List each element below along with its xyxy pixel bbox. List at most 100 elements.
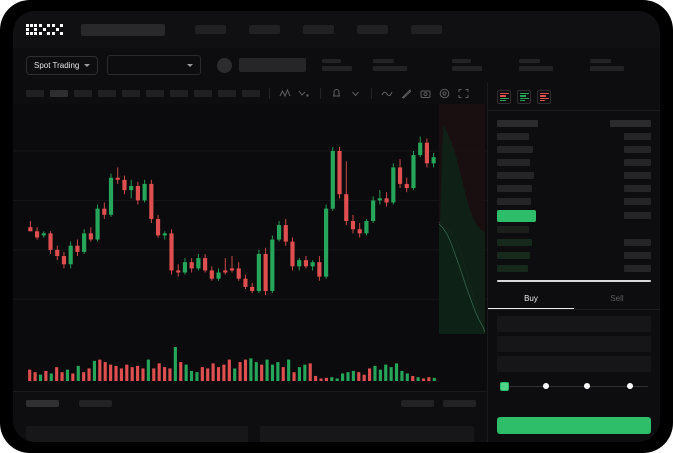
- bottom-actions: [401, 400, 476, 407]
- slider-handle[interactable]: [500, 381, 509, 391]
- bid-amount: [624, 239, 651, 246]
- orderbook-bid-row[interactable]: [497, 262, 651, 275]
- timeframe-button[interactable]: [218, 89, 236, 97]
- alert-icon[interactable]: [330, 87, 343, 100]
- last-price-block: [217, 57, 307, 73]
- bottom-orders-panel: [13, 391, 487, 442]
- orderbook-mode-asks-icon[interactable]: [537, 90, 551, 104]
- okx-logo-k-glyph: [39, 24, 50, 35]
- stat-label: [519, 59, 541, 63]
- total-field[interactable]: [497, 356, 651, 372]
- stat-label: [452, 59, 472, 63]
- orderbook-ask-row[interactable]: [497, 156, 651, 169]
- bid-price: [497, 239, 532, 246]
- orderbook-scrollbar[interactable]: [497, 280, 651, 282]
- camera-icon[interactable]: [419, 87, 432, 100]
- orderbook-ask-row[interactable]: [497, 130, 651, 143]
- chart-toolbar: [13, 82, 487, 104]
- orderbook-bid-row[interactable]: [497, 236, 651, 249]
- trading-pair-select[interactable]: [107, 55, 202, 75]
- nav-items: [195, 25, 442, 34]
- last-price-amount: [624, 212, 651, 219]
- settings-icon[interactable]: [438, 87, 451, 100]
- stat-value: [590, 66, 625, 71]
- amount-percent-slider[interactable]: [500, 381, 648, 391]
- ask-price: [497, 198, 531, 205]
- slider-stop-75[interactable]: [627, 383, 634, 389]
- orderbook-mode-both-icon[interactable]: [497, 90, 511, 104]
- orderbook-ask-row[interactable]: [497, 182, 651, 195]
- orderbook-ask-row[interactable]: [497, 169, 651, 182]
- tab-open-orders[interactable]: [26, 400, 59, 407]
- timeframe-button[interactable]: [98, 89, 116, 97]
- nav-item-trade[interactable]: [249, 25, 280, 34]
- timeframe-button[interactable]: [146, 89, 164, 97]
- nav-item-more[interactable]: [411, 25, 442, 34]
- volume-histogram: [13, 334, 487, 391]
- submit-buy-button[interactable]: [497, 417, 651, 434]
- compare-icon[interactable]: [298, 87, 311, 100]
- ticker-stats: [322, 59, 625, 71]
- global-search-input[interactable]: [81, 23, 165, 36]
- okx-logo-icon[interactable]: [26, 23, 63, 36]
- ask-amount: [624, 198, 651, 205]
- okx-logo-x-glyph: [52, 24, 63, 35]
- volume-svg: [28, 347, 436, 381]
- bottom-action-2[interactable]: [443, 400, 476, 407]
- tab-label: [26, 400, 59, 407]
- orderbook-bid-row[interactable]: [497, 249, 651, 262]
- stat-value: [373, 66, 408, 71]
- toolbar-divider: [371, 87, 372, 99]
- orderbook-bid-row[interactable]: [497, 223, 651, 236]
- amount-field[interactable]: [497, 336, 651, 352]
- top-navigation-bar: [13, 11, 660, 48]
- price-candlestick-chart[interactable]: [13, 104, 487, 334]
- order-form-fields: [488, 310, 660, 372]
- ask-price: [497, 185, 532, 192]
- tab-sell[interactable]: Sell: [610, 294, 624, 303]
- tab-label: [79, 400, 112, 407]
- last-traded-price: [497, 209, 536, 222]
- bottom-action-1[interactable]: [401, 400, 434, 407]
- orderbook-rows: [488, 117, 660, 275]
- trading-mode-selector[interactable]: Spot Trading: [26, 55, 99, 75]
- fullscreen-icon[interactable]: [457, 87, 470, 100]
- timeframe-button[interactable]: [26, 89, 44, 97]
- orderbook-mode-bids-icon[interactable]: [517, 90, 531, 104]
- stat-label: [590, 59, 612, 63]
- indicators-icon[interactable]: [279, 87, 292, 100]
- timeframe-button-active[interactable]: [50, 89, 68, 97]
- ticker-stat-volume-quote: [590, 59, 625, 71]
- timeframe-button[interactable]: [170, 89, 188, 97]
- timeframe-button[interactable]: [242, 89, 260, 97]
- price-field[interactable]: [497, 316, 651, 332]
- order-form-tabs: Buy Sell: [488, 288, 660, 310]
- candlestick-svg: [13, 136, 487, 300]
- orderbook-last-price-row: [497, 208, 651, 223]
- orderbook-ask-row[interactable]: [497, 195, 651, 208]
- chevron-down-icon: [84, 63, 91, 67]
- app-screen: Spot Trading: [13, 11, 660, 442]
- ask-price: [497, 146, 533, 153]
- nav-item-earn[interactable]: [357, 25, 388, 34]
- nav-item-markets[interactable]: [195, 25, 226, 34]
- chevron-down-icon: [187, 63, 194, 67]
- slider-stop-50[interactable]: [584, 383, 591, 389]
- timeframe-button[interactable]: [74, 89, 92, 97]
- line-chart-icon[interactable]: [381, 87, 394, 100]
- nav-item-derivatives[interactable]: [303, 25, 334, 34]
- okx-logo-o-glyph: [26, 24, 37, 35]
- tab-buy[interactable]: Buy: [488, 288, 574, 309]
- drawing-tool-icon[interactable]: [400, 87, 413, 100]
- slider-stop-25[interactable]: [542, 383, 549, 389]
- chevron-down-icon[interactable]: [349, 87, 362, 100]
- stat-label: [373, 59, 395, 63]
- tab-order-history[interactable]: [79, 400, 112, 407]
- bottom-content-panels: [26, 426, 474, 442]
- ticker-stat-volume-base: [519, 59, 554, 71]
- timeframe-button[interactable]: [194, 89, 212, 97]
- toolbar-divider: [269, 87, 270, 99]
- stat-label: [322, 59, 342, 63]
- timeframe-button[interactable]: [122, 89, 140, 97]
- orderbook-ask-row[interactable]: [497, 143, 651, 156]
